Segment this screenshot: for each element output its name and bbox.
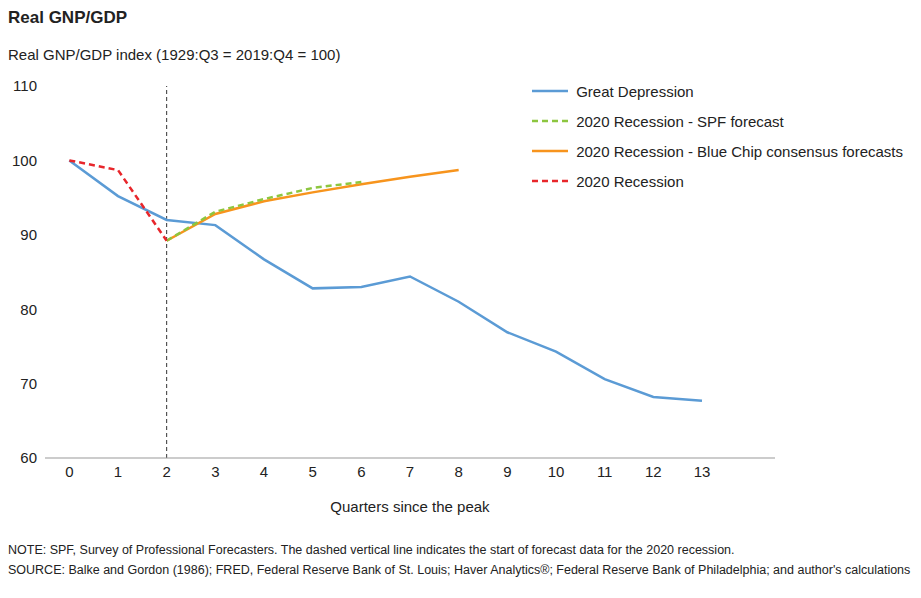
svg-text:Quarters since the peak: Quarters since the peak [330, 498, 490, 515]
svg-text:13: 13 [694, 463, 711, 480]
svg-text:1: 1 [114, 463, 122, 480]
svg-text:8: 8 [454, 463, 462, 480]
svg-text:0: 0 [65, 463, 73, 480]
svg-text:7: 7 [406, 463, 414, 480]
html-text:2020 Recession: 2020 Recession [576, 172, 684, 190]
svg-text:4: 4 [260, 463, 268, 480]
svg-text:110: 110 [13, 77, 37, 94]
svg-text:3: 3 [211, 463, 219, 480]
html-text:2020 Recession - SPF forecast: 2020 Recession - SPF forecast [576, 112, 784, 130]
svg-text:9: 9 [503, 463, 511, 480]
svg-text:11: 11 [597, 463, 613, 480]
svg-text:60: 60 [20, 449, 37, 466]
svg-text:100: 100 [12, 152, 37, 169]
html-text:2020 Recession - Blue Chip con: 2020 Recession - Blue Chip consensus for… [576, 142, 903, 160]
svg-text:12: 12 [645, 463, 662, 480]
svg-text:10: 10 [548, 463, 565, 480]
svg-text:2: 2 [162, 463, 170, 480]
html-text:SOURCE: Balke and Gordon (1986: SOURCE: Balke and Gordon (1986); FRED, F… [8, 563, 911, 577]
svg-text:6: 6 [357, 463, 365, 480]
svg-text:90: 90 [20, 226, 37, 243]
html-text:Great Depression: Great Depression [576, 82, 694, 100]
html-text:Real GNP/GDP: Real GNP/GDP [8, 8, 127, 27]
svg-text:80: 80 [20, 301, 37, 318]
svg-text:5: 5 [308, 463, 316, 480]
html-text:Real GNP/GDP index (1929:Q3 =: Real GNP/GDP index (1929:Q3 = 2019:Q4 = … [8, 46, 341, 63]
svg-text:70: 70 [20, 375, 37, 392]
html-text:NOTE: SPF, Survey of Professio: NOTE: SPF, Survey of Professional Foreca… [8, 543, 735, 557]
